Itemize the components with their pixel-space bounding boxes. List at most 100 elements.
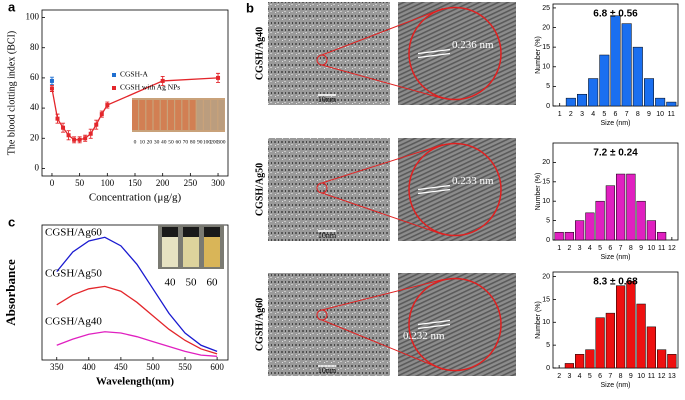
bar bbox=[564, 231, 574, 241]
x-axis-label: Size (nm) bbox=[601, 120, 631, 127]
legend-marker bbox=[112, 86, 116, 90]
plot-frame bbox=[552, 142, 679, 241]
bar bbox=[605, 312, 615, 369]
vial-cap bbox=[204, 227, 220, 237]
vial-cap bbox=[162, 227, 178, 237]
tube bbox=[160, 100, 167, 130]
marker bbox=[94, 122, 99, 127]
bar bbox=[636, 303, 646, 369]
y-axis-label: Number (%) bbox=[535, 36, 542, 74]
y-tick-label: 20 bbox=[542, 24, 550, 31]
y-tick-label: 20 bbox=[542, 159, 550, 166]
bar bbox=[616, 285, 626, 369]
y-tick-label: 0 bbox=[546, 237, 550, 244]
x-tick-label: 8 bbox=[619, 373, 623, 380]
inset-label: 20 bbox=[147, 139, 153, 145]
y-tick-label: 20 bbox=[30, 132, 40, 142]
x-tick-label: 400 bbox=[82, 362, 96, 372]
y-tick-label: 40 bbox=[30, 102, 40, 112]
x-tick-label: 12 bbox=[658, 373, 666, 380]
x-axis-label: Size (nm) bbox=[601, 254, 631, 261]
marker bbox=[216, 75, 221, 80]
x-tick-label: 300 bbox=[211, 178, 225, 188]
bar bbox=[655, 97, 666, 107]
marker bbox=[83, 136, 88, 141]
tube bbox=[168, 100, 174, 130]
spacing-label: 0.232 nm bbox=[403, 330, 445, 342]
y-axis-label: The blood clotting index (BCI) bbox=[6, 31, 17, 155]
zoom-circle bbox=[408, 277, 502, 372]
connector bbox=[321, 144, 444, 184]
x-tick-label: 250 bbox=[184, 178, 198, 188]
zoom-image bbox=[398, 273, 516, 376]
y-tick-label: 20 bbox=[542, 273, 550, 280]
y-axis-label: Number (%) bbox=[535, 301, 542, 339]
x-tick-label: 11 bbox=[648, 373, 655, 380]
bar bbox=[666, 101, 677, 107]
x-tick-label: 6 bbox=[614, 111, 618, 118]
bar bbox=[554, 231, 564, 241]
panel-label: b bbox=[246, 0, 254, 15]
bar bbox=[636, 200, 646, 241]
series-label: CGSH/Ag50 bbox=[45, 268, 102, 280]
x-tick-label: 450 bbox=[114, 362, 128, 372]
x-axis-label: Concentration (μg/g) bbox=[89, 192, 182, 204]
zoom-circle bbox=[408, 6, 502, 101]
inset-label: 300 bbox=[217, 139, 226, 145]
x-tick-label: 12 bbox=[668, 245, 676, 252]
tube bbox=[211, 100, 218, 130]
bar bbox=[646, 326, 656, 369]
bar bbox=[577, 93, 588, 107]
x-tick-label: 7 bbox=[625, 111, 629, 118]
bar bbox=[667, 354, 677, 369]
x-tick-label: 2 bbox=[557, 373, 561, 380]
spacing-label: 0.233 nm bbox=[452, 175, 494, 187]
x-tick-label: 11 bbox=[658, 245, 665, 252]
x-tick-label: 3 bbox=[580, 111, 584, 118]
bar bbox=[605, 185, 615, 241]
bar bbox=[575, 354, 585, 369]
y-tick-label: 15 bbox=[542, 179, 550, 186]
bar bbox=[595, 200, 605, 241]
x-tick-label: 3 bbox=[567, 373, 571, 380]
x-tick-label: 7 bbox=[619, 245, 623, 252]
tube bbox=[146, 100, 153, 130]
x-tick-label: 1 bbox=[558, 111, 562, 118]
inset-label: 30 bbox=[154, 139, 160, 145]
lattice-mark bbox=[417, 323, 451, 330]
x-tick-label: 6 bbox=[598, 373, 602, 380]
bar bbox=[616, 173, 626, 241]
y-tick-label: 0 bbox=[35, 163, 40, 173]
marker bbox=[55, 116, 60, 121]
plot-frame bbox=[41, 224, 229, 361]
inset-label: 40 bbox=[161, 139, 167, 145]
y-tick-label: 15 bbox=[542, 296, 550, 303]
lattice-mark bbox=[417, 188, 451, 195]
sample-label: CGSH/Ag50 bbox=[254, 163, 265, 216]
plot-frame bbox=[552, 271, 679, 369]
vial-cap bbox=[183, 227, 199, 237]
tube bbox=[132, 100, 138, 130]
inset-label: 10 bbox=[139, 139, 145, 145]
marker bbox=[49, 78, 54, 83]
x-tick-label: 0 bbox=[50, 178, 55, 188]
tem-image bbox=[268, 273, 390, 376]
bar bbox=[588, 78, 599, 107]
bar bbox=[643, 78, 654, 107]
x-tick-label: 5 bbox=[588, 373, 592, 380]
bar bbox=[564, 363, 574, 369]
bar bbox=[632, 46, 643, 107]
legend-marker bbox=[112, 73, 116, 77]
y-tick-label: 100 bbox=[26, 12, 40, 22]
marker bbox=[77, 137, 82, 142]
tube bbox=[189, 100, 196, 130]
x-tick-label: 9 bbox=[647, 111, 651, 118]
connector bbox=[321, 8, 444, 56]
x-tick-label: 6 bbox=[608, 245, 612, 252]
tube bbox=[153, 100, 160, 130]
zoom-image bbox=[398, 138, 516, 241]
marker bbox=[49, 86, 54, 91]
tube bbox=[139, 100, 146, 130]
inset-label: 60 bbox=[207, 277, 219, 289]
x-tick-label: 600 bbox=[210, 362, 224, 372]
